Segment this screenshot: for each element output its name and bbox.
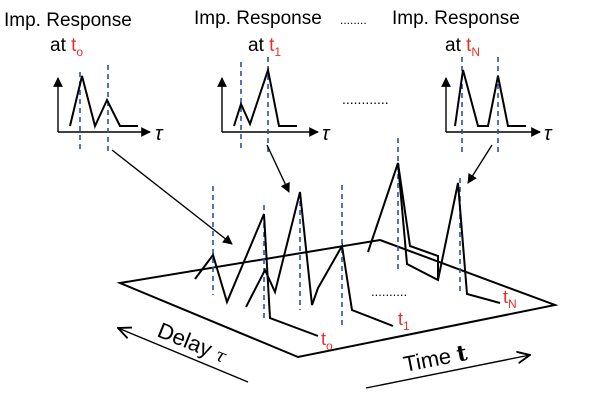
panel-2-tau: τ <box>322 123 331 145</box>
time-axis-arrow <box>365 355 530 389</box>
plane-trace-to <box>194 213 319 337</box>
trace-label-t1: t1 <box>398 309 410 333</box>
arrow-panel-1-to-plane <box>111 149 233 245</box>
panel-1-tau: τ <box>155 123 164 145</box>
panel-2-response <box>233 66 297 127</box>
panel-1-plot: τ <box>53 65 164 152</box>
time-axis-label: Time t <box>401 340 470 378</box>
panel-3-at: at <box>445 35 462 56</box>
panel-1-response <box>69 75 138 129</box>
trace-label-tN: tN <box>503 287 517 311</box>
trace-label-to: to <box>321 329 333 353</box>
panel-2-title: Imp. Response <box>194 8 322 29</box>
plane-traces <box>194 138 501 337</box>
plane-ellipsis: .......... <box>371 284 407 299</box>
title-ellipsis: ........ <box>340 13 367 27</box>
panel-1-t: t <box>71 35 77 56</box>
panel-2-t-sub: 1 <box>274 45 281 59</box>
panel-3-response <box>454 69 526 127</box>
panel-2-t: t <box>269 35 275 56</box>
panel-3-t-sub: N <box>471 45 480 59</box>
panel-1-title: Imp. Response <box>4 10 132 31</box>
panel-1-t-sub: o <box>76 45 83 59</box>
panel-ellipsis: ............ <box>342 91 389 107</box>
plane-trace-tN-back <box>397 162 439 280</box>
panel-3-t: t <box>466 35 472 56</box>
panel-2-subtitle: at t1 <box>248 35 281 59</box>
panel-2-plot: τ <box>217 57 331 152</box>
delay-axis-arrow <box>118 328 249 383</box>
panel-3-subtitle: at tN <box>445 35 480 59</box>
panel-2-at: at <box>248 35 265 56</box>
plane-trace-tN <box>367 162 501 304</box>
plane-trace-t1 <box>245 191 394 327</box>
delay-time-plane <box>116 238 559 359</box>
panel-3-plot: τ <box>441 57 553 152</box>
arrow-panel-3-to-plane <box>467 144 493 184</box>
panel-1-at: at <box>50 35 67 56</box>
panel-3-tau: τ <box>544 123 553 145</box>
panel-1-subtitle: at to <box>50 35 83 59</box>
arrow-panel-2-to-plane <box>266 144 290 193</box>
panel-3-title: Imp. Response <box>392 8 520 29</box>
